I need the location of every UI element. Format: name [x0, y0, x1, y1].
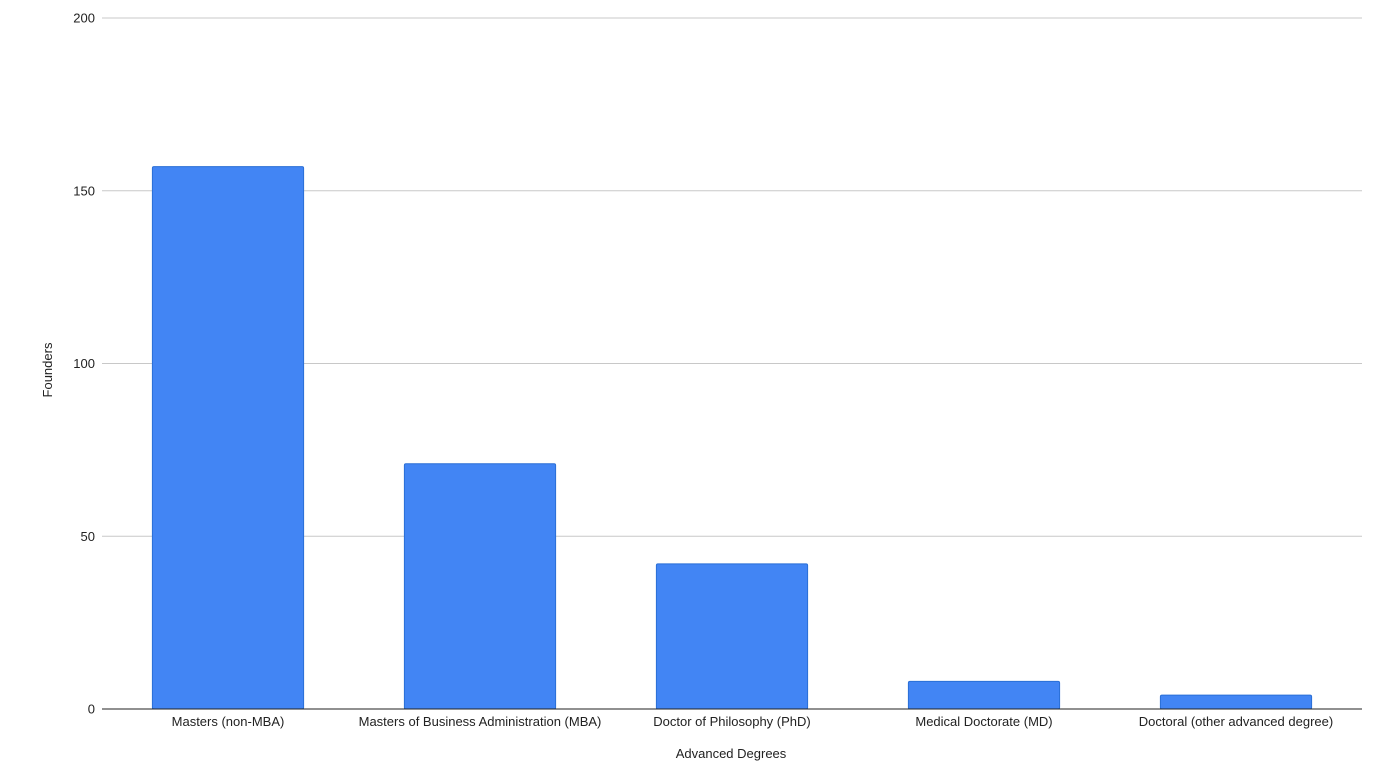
- bar: [907, 680, 1061, 710]
- y-axis-title: Founders: [40, 342, 55, 397]
- x-axis-title: Advanced Degrees: [676, 746, 787, 761]
- x-tick-label: Masters (non-MBA): [172, 714, 285, 729]
- x-tick-label: Doctoral (other advanced degree): [1139, 714, 1333, 729]
- x-tick-label: Doctor of Philosophy (PhD): [653, 714, 811, 729]
- bar: [403, 463, 557, 710]
- bars: [151, 166, 1313, 710]
- gridlines: [102, 17, 1362, 537]
- x-tick-label: Medical Doctorate (MD): [915, 714, 1052, 729]
- y-tick-labels: 0 50 100 150 200: [73, 11, 95, 717]
- y-tick-label: 200: [73, 11, 95, 26]
- x-tick-label: Masters of Business Administration (MBA): [359, 714, 602, 729]
- x-tick-labels: Masters (non-MBA) Masters of Business Adm…: [172, 714, 1334, 729]
- y-tick-label: 50: [81, 529, 95, 544]
- bar: [655, 563, 809, 710]
- y-tick-label: 150: [73, 183, 95, 198]
- bar: [1159, 694, 1313, 710]
- y-tick-label: 100: [73, 356, 95, 371]
- y-tick-label: 0: [88, 702, 95, 717]
- bar: [151, 166, 305, 710]
